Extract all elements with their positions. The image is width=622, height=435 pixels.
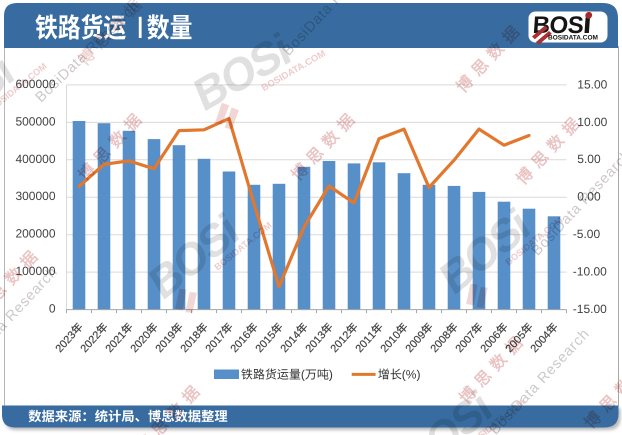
svg-text:400000: 400000 bbox=[15, 152, 55, 166]
svg-text:BosiData Research: BosiData Research bbox=[0, 264, 61, 376]
svg-text:10.00: 10.00 bbox=[577, 115, 607, 129]
svg-text:BOSIDATA.COM: BOSIDATA.COM bbox=[548, 34, 598, 41]
svg-text:): ) bbox=[329, 368, 333, 382]
svg-text:BosiData Research: BosiData Research bbox=[529, 147, 622, 259]
svg-text:-10.00: -10.00 bbox=[573, 265, 607, 279]
svg-text:0: 0 bbox=[49, 302, 56, 316]
svg-text:200000: 200000 bbox=[15, 227, 55, 241]
svg-text:-15.00: -15.00 bbox=[573, 302, 607, 316]
svg-text:300000: 300000 bbox=[15, 189, 55, 203]
svg-text:0.00: 0.00 bbox=[577, 190, 601, 204]
svg-text:-5.00: -5.00 bbox=[573, 227, 601, 241]
svg-text:5.00: 5.00 bbox=[577, 152, 601, 166]
svg-text:500000: 500000 bbox=[15, 114, 55, 128]
svg-text:15.00: 15.00 bbox=[577, 77, 607, 91]
svg-text:BOS: BOS bbox=[532, 12, 585, 39]
svg-text:(%): (%) bbox=[402, 368, 421, 382]
svg-text:(: ( bbox=[301, 368, 305, 382]
svg-text:600000: 600000 bbox=[15, 77, 55, 91]
svg-text:100000: 100000 bbox=[15, 264, 55, 278]
